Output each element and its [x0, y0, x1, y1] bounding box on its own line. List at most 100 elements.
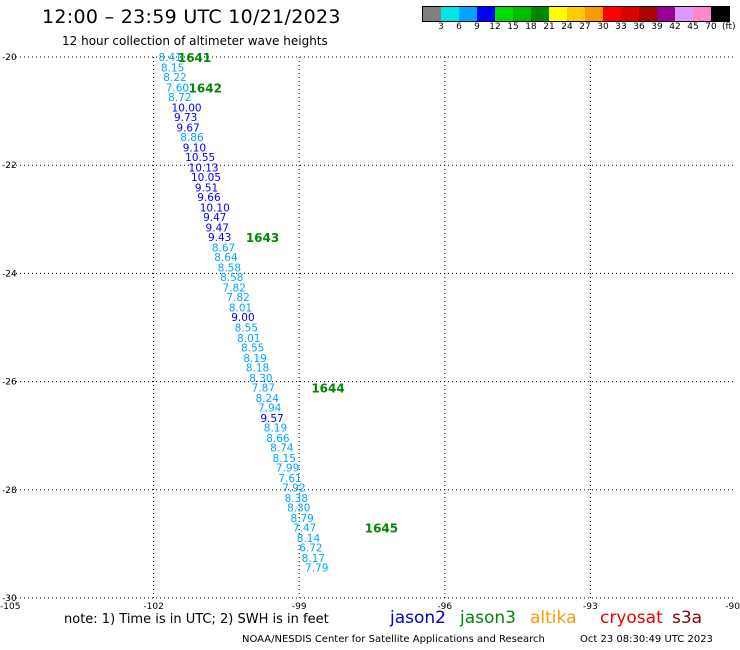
color-scale-labels: 3 6 9 12 15 18 21 24 27 30 33 36 39 42 45 70 (ft) [422, 22, 740, 34]
color-scale-label: 70 [705, 22, 717, 32]
y-tick-label: -24 [2, 269, 17, 279]
wave-height-label: 7.82 [226, 292, 249, 304]
color-scale-label: 33 [615, 22, 627, 32]
wave-height-label: 7.99 [276, 463, 299, 475]
wave-height-label: 8.74 [270, 443, 294, 455]
color-scale-cell [513, 7, 531, 21]
wave-height-label: 7.92 [282, 483, 305, 495]
wave-height-label: 8.64 [214, 252, 238, 264]
color-scale-label: 15 [507, 22, 519, 32]
color-scale-label: 36 [633, 22, 645, 32]
wave-height-label: 8.19 [243, 353, 266, 365]
x-tick-label: -99 [292, 602, 307, 612]
legend-item-altika: altika [530, 608, 577, 628]
wave-height-label: 8.24 [256, 393, 280, 405]
color-scale-cell [423, 7, 441, 21]
color-scale-cell [693, 7, 711, 21]
time-label: 1642 [189, 81, 222, 95]
color-scale-cell [621, 7, 639, 21]
time-label: 1643 [246, 231, 279, 245]
color-scale-label: 21 [543, 22, 555, 32]
wave-height-label: 8.86 [180, 132, 204, 144]
wave-height-label: 8.38 [285, 493, 308, 505]
wave-height-label: 9.47 [206, 222, 229, 234]
color-scale-label: 45 [687, 22, 699, 32]
chart-note: note: 1) Time is in UTC; 2) SWH is in fe… [64, 612, 329, 627]
wave-height-label: 7.82 [223, 282, 246, 294]
y-tick-label: -30 [2, 594, 17, 604]
x-tick-label: -96 [437, 602, 452, 612]
color-scale-label: 30 [597, 22, 609, 32]
y-tick-label: -22 [2, 161, 17, 171]
x-tick-label: -102 [143, 602, 163, 612]
wave-height-label: 9.47 [203, 212, 226, 224]
color-scale-cell [531, 7, 549, 21]
wave-height-label: 9.67 [176, 122, 199, 134]
chart-subtitle: 12 hour collection of altimeter wave hei… [62, 34, 328, 48]
time-label: 1645 [365, 522, 398, 536]
color-scale-cell [549, 7, 567, 21]
wave-height-label: 9.66 [197, 192, 221, 204]
color-scale-cell [585, 7, 603, 21]
color-scale-label: 3 [438, 22, 444, 32]
wave-height-label: 7.47 [293, 523, 316, 535]
wave-height-label: 9.10 [183, 142, 206, 154]
wave-height-label: 9.57 [260, 413, 283, 425]
wave-height-label: 8.01 [237, 333, 260, 345]
wave-height-label: 8.67 [212, 242, 235, 254]
wave-height-label: 10.55 [185, 152, 215, 164]
color-scale-label: 18 [525, 22, 537, 32]
wave-height-label: 9.73 [174, 112, 197, 124]
footer-timestamp: Oct 23 08:30:49 UTC 2023 [580, 634, 713, 645]
y-tick-label: -28 [2, 486, 17, 496]
legend-item-jason2: jason2 [390, 608, 446, 628]
x-tick-label: -90 [725, 602, 740, 612]
wave-height-label: 8.17 [302, 553, 325, 565]
color-scale-label: 39 [651, 22, 663, 32]
wave-height-label: 7.79 [305, 563, 328, 575]
color-scale-label: 9 [474, 22, 480, 32]
legend-item-s3a: s3a [672, 608, 703, 628]
wave-height-label: 7.60 [166, 82, 189, 94]
wave-height-label: 7.87 [252, 383, 275, 395]
time-label: 1641 [178, 51, 211, 65]
wave-height-label: 9.00 [231, 312, 254, 324]
color-scale-label: 12 [489, 22, 501, 32]
color-scale-label: 24 [561, 22, 573, 32]
time-label: 1644 [311, 382, 344, 396]
wave-height-label: 8.55 [241, 343, 264, 355]
wave-height-label: 8.55 [235, 323, 258, 335]
color-scale-cell [495, 7, 513, 21]
wave-height-label: 8.30 [287, 503, 310, 515]
wave-height-label: 10.13 [189, 162, 219, 174]
x-tick-label: -93 [583, 602, 598, 612]
color-scale-cell [639, 7, 657, 21]
footer-source: NOAA/NESDIS Center for Satellite Applica… [242, 634, 545, 645]
color-scale-label: 6 [456, 22, 462, 32]
color-scale-cell [711, 7, 729, 21]
y-tick-label: -26 [2, 378, 17, 388]
legend-item-cryosat: cryosat [600, 608, 663, 628]
wave-height-label: 8.14 [297, 533, 321, 545]
wave-height-label: 8.58 [220, 272, 243, 284]
wave-height-label: 8.41 [158, 52, 181, 64]
color-scale-cell [459, 7, 477, 21]
color-scale-cell [567, 7, 585, 21]
wave-height-label: 8.15 [161, 62, 184, 74]
wave-height-label: 7.94 [258, 403, 282, 415]
color-scale-cell [657, 7, 675, 21]
wave-height-label: 8.58 [218, 262, 241, 274]
chart-title: 12:00 – 23:59 UTC 10/21/2023 [42, 6, 341, 28]
wave-height-label: 9.51 [195, 182, 218, 194]
wave-height-label: 8.19 [264, 423, 287, 435]
color-scale-bar [422, 6, 730, 22]
wave-height-label: 8.72 [168, 92, 191, 104]
color-scale-cell [675, 7, 693, 21]
color-scale-label: 27 [579, 22, 591, 32]
wave-height-label: 10.05 [191, 172, 221, 184]
color-scale-cell [603, 7, 621, 21]
wave-height-label: 8.79 [290, 513, 313, 525]
wave-height-label: 8.01 [229, 302, 252, 314]
wave-height-label: 9.43 [208, 232, 231, 244]
